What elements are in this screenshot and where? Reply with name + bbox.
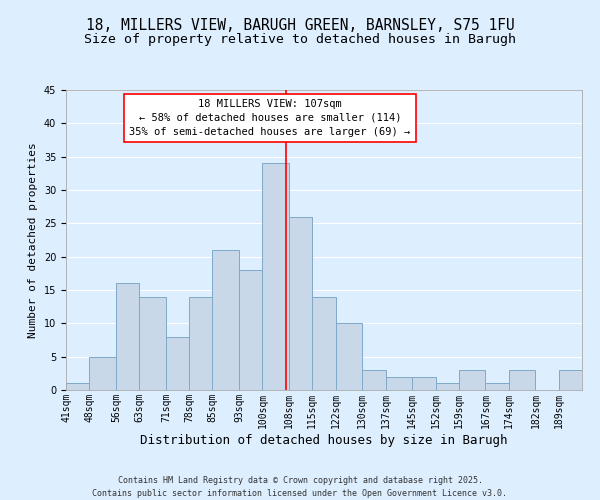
Bar bbox=[485, 384, 509, 390]
Text: Contains HM Land Registry data © Crown copyright and database right 2025.
Contai: Contains HM Land Registry data © Crown c… bbox=[92, 476, 508, 498]
Bar bbox=[189, 296, 212, 390]
Bar bbox=[559, 370, 582, 390]
Text: 18, MILLERS VIEW, BARUGH GREEN, BARNSLEY, S75 1FU: 18, MILLERS VIEW, BARUGH GREEN, BARNSLEY… bbox=[86, 18, 514, 32]
Bar bbox=[89, 356, 116, 390]
Bar bbox=[289, 216, 313, 390]
Bar bbox=[166, 336, 189, 390]
Bar bbox=[436, 384, 459, 390]
Text: 18 MILLERS VIEW: 107sqm
← 58% of detached houses are smaller (114)
35% of semi-d: 18 MILLERS VIEW: 107sqm ← 58% of detache… bbox=[129, 99, 410, 137]
Bar bbox=[66, 384, 89, 390]
Bar bbox=[239, 270, 262, 390]
Bar bbox=[386, 376, 412, 390]
Bar bbox=[313, 296, 335, 390]
Bar bbox=[139, 296, 166, 390]
X-axis label: Distribution of detached houses by size in Barugh: Distribution of detached houses by size … bbox=[140, 434, 508, 446]
Bar bbox=[459, 370, 485, 390]
Bar bbox=[362, 370, 386, 390]
Bar bbox=[262, 164, 289, 390]
Bar bbox=[116, 284, 139, 390]
Bar bbox=[212, 250, 239, 390]
Bar bbox=[412, 376, 436, 390]
Bar bbox=[509, 370, 535, 390]
Bar bbox=[335, 324, 362, 390]
Text: Size of property relative to detached houses in Barugh: Size of property relative to detached ho… bbox=[84, 32, 516, 46]
Y-axis label: Number of detached properties: Number of detached properties bbox=[28, 142, 38, 338]
